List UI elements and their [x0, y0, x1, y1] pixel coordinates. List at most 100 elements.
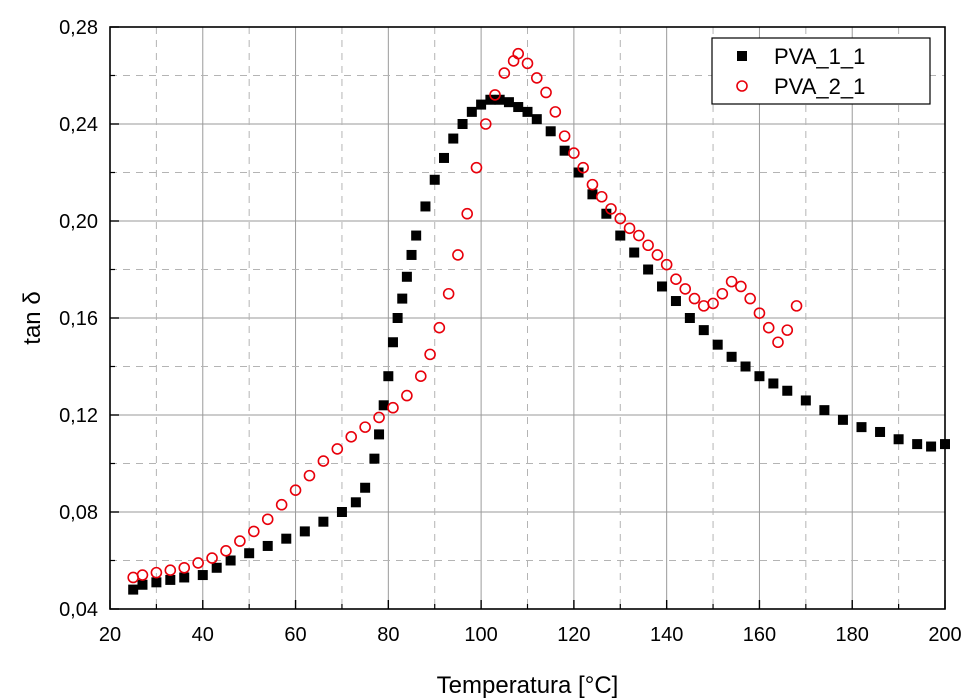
data-point [261, 513, 274, 526]
data-point [573, 167, 584, 178]
x-tick-label: 140 [650, 624, 683, 646]
data-point [800, 395, 811, 406]
data-point [712, 339, 723, 350]
ticks [109, 26, 946, 610]
data-point [772, 336, 784, 349]
data-point [875, 426, 886, 437]
data-point [350, 497, 361, 508]
data-point [392, 313, 403, 323]
data-point [150, 566, 163, 579]
data-point [512, 47, 525, 60]
data-point [192, 557, 204, 569]
data-point [744, 292, 756, 305]
data-point [211, 562, 222, 573]
y-tick-label: 0,12 [59, 405, 98, 427]
data-point [299, 526, 310, 537]
data-point [545, 126, 556, 137]
data-point [605, 203, 617, 215]
data-point [629, 247, 640, 258]
data-point [397, 293, 408, 304]
x-tick-label: 200 [928, 624, 961, 646]
legend-label: PVA_1_1 [774, 44, 865, 69]
data-point [387, 337, 398, 348]
x-tick-label: 60 [284, 624, 306, 646]
y-tick-label: 0,04 [59, 599, 98, 621]
data-point [670, 296, 681, 307]
data-point [234, 535, 246, 547]
data-point [178, 561, 191, 574]
series-layer [127, 47, 950, 595]
data-point [623, 222, 636, 235]
data-point [790, 300, 803, 312]
data-point [503, 97, 514, 108]
data-point [448, 133, 459, 144]
legend: PVA_1_1 PVA_2_1 [711, 37, 931, 105]
data-point [225, 555, 236, 566]
data-point [559, 145, 570, 156]
data-point [345, 431, 358, 443]
data-point [374, 429, 385, 440]
data-point [642, 239, 654, 252]
data-point [128, 584, 139, 595]
data-point [336, 507, 347, 517]
data-point [248, 525, 260, 538]
data-point [442, 287, 455, 300]
data-point [406, 249, 417, 260]
data-point [127, 571, 139, 584]
data-point [740, 361, 751, 372]
data-point [819, 405, 830, 416]
data-point [289, 484, 302, 496]
x-axis-title: Temperatura [°C] [437, 672, 619, 698]
data-point [401, 389, 413, 402]
y-tick-label: 0,16 [59, 308, 98, 330]
y-tick-label: 0,20 [59, 211, 98, 233]
data-point [716, 287, 729, 300]
x-tick-label: 100 [464, 624, 497, 646]
y-tick-label: 0,08 [59, 502, 98, 524]
data-point [244, 548, 255, 559]
data-point [220, 544, 232, 557]
data-point [179, 572, 190, 583]
data-point [466, 106, 477, 117]
data-point [165, 574, 176, 585]
data-point [275, 498, 288, 511]
data-point [540, 86, 552, 99]
data-point [522, 106, 533, 117]
legend-label: PVA_2_1 [774, 74, 865, 99]
data-point [420, 201, 431, 212]
data-point [489, 89, 501, 101]
data-point [439, 152, 449, 163]
data-point [684, 313, 695, 323]
data-point [521, 57, 534, 70]
data-point [476, 99, 487, 110]
data-point [782, 385, 793, 396]
x-tick-label: 20 [99, 624, 121, 646]
data-point [136, 569, 149, 581]
y-tick-label: 0,24 [59, 114, 98, 136]
x-tick-label: 40 [192, 624, 214, 646]
data-point [768, 378, 779, 389]
data-point [893, 434, 904, 445]
data-point [452, 249, 464, 261]
data-point [725, 275, 738, 288]
data-point [595, 190, 608, 203]
data-point [912, 439, 923, 450]
data-point [670, 273, 682, 286]
data-point [707, 297, 719, 310]
data-point [688, 292, 701, 305]
data-point [513, 102, 524, 113]
data-point [549, 106, 562, 118]
data-point [753, 307, 766, 319]
data-point [660, 258, 673, 271]
data-point [615, 230, 626, 241]
data-point [586, 178, 599, 191]
data-point [424, 348, 436, 361]
data-point [457, 119, 468, 129]
series-PVA_1_1 [128, 94, 950, 595]
x-tick-label: 120 [557, 624, 590, 646]
data-point [558, 130, 571, 142]
data-point [360, 482, 371, 493]
data-point [577, 161, 589, 174]
y-axis-title: tan δ [19, 291, 46, 344]
